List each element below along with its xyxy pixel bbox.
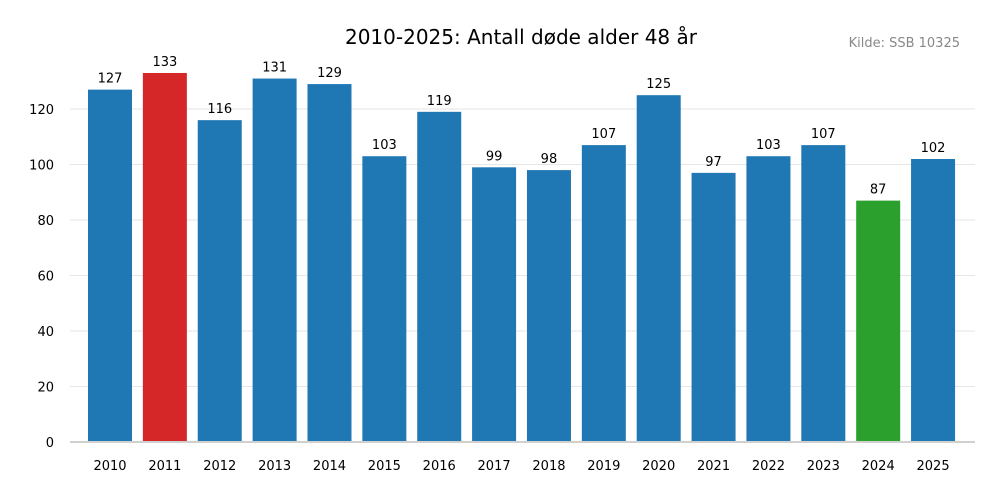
bar — [252, 78, 297, 442]
x-tick-label: 2014 — [313, 459, 346, 474]
x-tick-label: 2010 — [93, 459, 126, 474]
x-tick-label: 2019 — [587, 459, 620, 474]
bar — [911, 158, 956, 442]
bar — [142, 72, 187, 443]
y-tick-label: 0 — [46, 436, 54, 451]
bar — [197, 120, 242, 443]
bar — [526, 170, 571, 442]
y-tick-label: 20 — [37, 381, 54, 396]
bar — [636, 95, 681, 442]
data-label: 97 — [705, 155, 722, 170]
bar — [88, 89, 132, 443]
chart-source: Kilde: SSB 10325 — [849, 36, 960, 51]
data-label: 87 — [870, 183, 887, 198]
bar — [746, 156, 791, 443]
y-tick-label: 80 — [37, 214, 54, 229]
bar — [307, 84, 352, 443]
data-label: 133 — [152, 55, 177, 70]
x-axis-ticks: 2010 2011 2012 2013 2014 2015 2016 2017 2018 2019… — [93, 459, 949, 474]
x-tick-label: 2016 — [423, 459, 456, 474]
x-tick-label: 2021 — [697, 459, 730, 474]
data-label: 129 — [317, 66, 342, 81]
x-tick-label: 2025 — [917, 459, 950, 474]
bar — [581, 145, 626, 442]
data-label: 103 — [756, 138, 781, 153]
data-label: 119 — [427, 94, 452, 109]
x-tick-label: 2023 — [807, 459, 840, 474]
x-tick-label: 2013 — [258, 459, 291, 474]
data-label: 131 — [262, 61, 287, 76]
x-tick-label: 2017 — [478, 459, 511, 474]
chart-title: 2010-2025: Antall døde alder 48 år — [345, 25, 698, 49]
data-label: 125 — [646, 77, 671, 92]
data-label: 116 — [207, 102, 232, 117]
x-tick-label: 2022 — [752, 459, 785, 474]
data-label: 102 — [921, 141, 946, 156]
data-label: 107 — [811, 127, 836, 142]
y-tick-label: 40 — [37, 325, 54, 340]
data-label: 127 — [98, 72, 123, 87]
y-tick-label: 100 — [29, 159, 54, 174]
y-tick-label: 60 — [37, 270, 54, 285]
x-tick-label: 2020 — [642, 459, 675, 474]
bar — [362, 156, 407, 443]
data-label: 103 — [372, 138, 397, 153]
bars — [88, 72, 956, 443]
bar — [801, 145, 846, 442]
x-tick-label: 2024 — [862, 459, 895, 474]
data-label: 99 — [486, 149, 503, 164]
x-tick-label: 2012 — [203, 459, 236, 474]
bar — [417, 111, 462, 442]
x-tick-label: 2018 — [532, 459, 565, 474]
x-tick-label: 2011 — [148, 459, 181, 474]
data-labels: 127 133 116 131 129 103 119 99 98 107 125 97 103 107 8… — [98, 55, 946, 198]
bar — [472, 167, 517, 442]
bar — [691, 172, 736, 443]
data-label: 98 — [541, 152, 558, 167]
data-label: 107 — [591, 127, 616, 142]
y-axis-ticks: 0 20 40 60 80 100 120 — [29, 103, 54, 451]
y-tick-label: 120 — [29, 103, 54, 118]
bar — [856, 200, 901, 442]
x-tick-label: 2015 — [368, 459, 401, 474]
